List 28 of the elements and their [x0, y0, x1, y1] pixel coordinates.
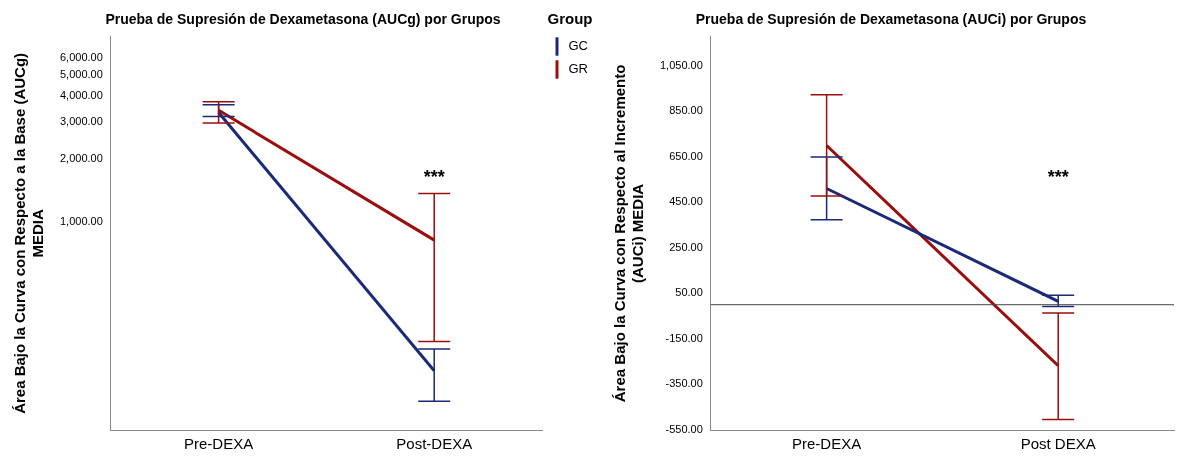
- x-tick-label: Post DEXA: [1020, 435, 1096, 453]
- legend-label: GC: [568, 38, 588, 54]
- y-axis-title: Área Bajo la Curva con Respecto a la Base (AUCg) MEDIA: [11, 52, 47, 414]
- y-tick-label: 450.00: [669, 195, 703, 208]
- y-tick-label: 650.00: [669, 149, 703, 162]
- legend-title: Group: [547, 9, 593, 27]
- y-axis-title: Área Bajo la Curva con Respecto al Incremento (AUCi) MEDIA: [611, 64, 647, 403]
- legend-label: GR: [568, 61, 588, 77]
- y-tick-label: -350.00: [665, 377, 703, 390]
- chart-title: Prueba de Supresión de Dexametasona (AUCg) por Grupos: [105, 11, 501, 28]
- y-tick-label: 50.00: [675, 286, 703, 299]
- y-tick-label: 2,000.00: [59, 151, 103, 164]
- y-tick-label: 850.00: [669, 104, 703, 117]
- annotation: ***: [423, 167, 445, 188]
- annotation: ***: [1047, 167, 1069, 188]
- x-tick-label: Pre-DEXA: [792, 435, 862, 453]
- y-tick-label: -550.00: [665, 423, 703, 436]
- y-tick-label: 250.00: [669, 240, 703, 253]
- x-tick-label: Post-DEXA: [396, 435, 473, 453]
- y-tick-label: 5,000.00: [59, 68, 103, 81]
- y-tick-label: 3,000.00: [59, 114, 103, 127]
- y-tick-label: 6,000.00: [59, 51, 103, 64]
- y-tick-label: 1,000.00: [59, 215, 103, 228]
- y-tick-label: 1,050.00: [659, 58, 703, 71]
- chart-title: Prueba de Supresión de Dexametasona (AUCi) por Grupos: [695, 11, 1087, 28]
- y-tick-label: -150.00: [665, 331, 703, 344]
- x-tick-label: Pre-DEXA: [184, 435, 254, 453]
- y-tick-label: 4,000.00: [59, 88, 103, 101]
